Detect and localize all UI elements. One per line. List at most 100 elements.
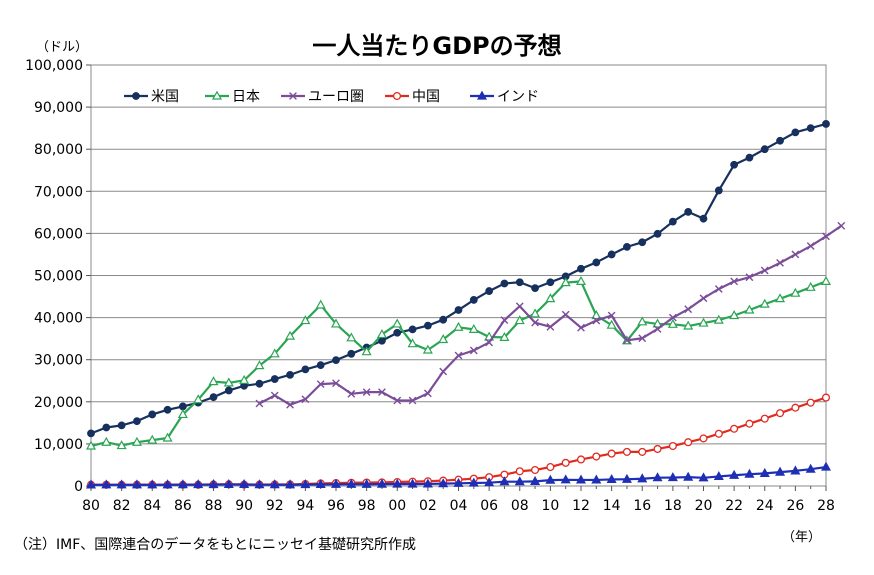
data-point bbox=[514, 315, 525, 325]
data-point bbox=[301, 395, 310, 404]
data-point bbox=[269, 479, 280, 489]
data-point bbox=[285, 330, 296, 340]
data-point bbox=[177, 479, 188, 489]
data-point bbox=[745, 273, 754, 282]
legend-label: 日本 bbox=[232, 89, 260, 105]
data-point bbox=[269, 348, 280, 358]
data-point bbox=[683, 320, 694, 330]
data-point bbox=[300, 315, 311, 325]
y-tick-label: 100,000 bbox=[25, 58, 83, 74]
data-point bbox=[469, 346, 478, 355]
y-tick-label: 70,000 bbox=[34, 184, 83, 200]
y-tick-label: 10,000 bbox=[34, 437, 83, 453]
legend-label: 米国 bbox=[151, 89, 179, 105]
data-point bbox=[362, 388, 371, 397]
data-point bbox=[776, 409, 785, 418]
data-point bbox=[744, 468, 755, 478]
data-point bbox=[85, 440, 97, 450]
x-tick-label: 24 bbox=[756, 498, 774, 514]
data-point bbox=[668, 217, 677, 226]
data-point bbox=[270, 375, 279, 383]
data-point bbox=[422, 344, 433, 354]
data-point bbox=[575, 275, 587, 285]
data-point bbox=[790, 287, 801, 297]
data-point bbox=[515, 278, 524, 287]
legend-marker bbox=[392, 91, 402, 101]
data-point bbox=[193, 394, 204, 404]
data-point bbox=[408, 325, 417, 334]
y-tick-label: 40,000 bbox=[34, 311, 83, 327]
data-point bbox=[699, 434, 708, 443]
data-point bbox=[760, 414, 769, 423]
legend-marker bbox=[289, 92, 297, 100]
x-tick-label: 86 bbox=[174, 498, 192, 514]
data-point bbox=[332, 356, 340, 365]
data-point bbox=[500, 316, 509, 325]
data-point bbox=[208, 479, 219, 489]
data-point bbox=[376, 478, 387, 488]
data-point bbox=[286, 400, 294, 409]
data-point bbox=[392, 318, 403, 328]
data-point bbox=[623, 336, 631, 345]
data-point bbox=[806, 398, 815, 407]
data-point bbox=[531, 284, 539, 293]
data-point bbox=[378, 388, 386, 397]
data-point bbox=[776, 136, 784, 145]
data-point bbox=[822, 232, 830, 241]
data-point bbox=[652, 318, 663, 328]
data-point bbox=[270, 391, 279, 400]
data-point bbox=[514, 476, 525, 486]
series-line bbox=[258, 224, 842, 406]
data-point bbox=[713, 471, 724, 481]
data-point bbox=[821, 393, 831, 402]
data-point bbox=[776, 258, 784, 267]
y-tick-label: 90,000 bbox=[34, 100, 83, 116]
data-point bbox=[820, 275, 832, 285]
x-tick-label: 98 bbox=[358, 498, 376, 514]
data-point bbox=[577, 323, 585, 332]
x-tick-label: 08 bbox=[511, 498, 529, 514]
data-point bbox=[223, 479, 234, 489]
data-point bbox=[530, 308, 541, 318]
data-point bbox=[698, 317, 709, 327]
data-point bbox=[177, 408, 188, 419]
x-tick-label: 26 bbox=[786, 498, 804, 514]
data-point bbox=[515, 467, 524, 476]
data-point bbox=[347, 349, 356, 358]
data-point bbox=[454, 351, 463, 360]
data-point bbox=[606, 319, 617, 329]
data-point bbox=[730, 277, 739, 286]
y-tick-label: 80,000 bbox=[34, 142, 83, 158]
data-point bbox=[484, 477, 495, 487]
legend-marker bbox=[211, 90, 223, 100]
x-tick-label: 84 bbox=[143, 498, 161, 514]
data-point bbox=[423, 389, 432, 398]
data-point bbox=[223, 377, 234, 387]
data-point bbox=[622, 447, 631, 456]
data-point bbox=[592, 258, 601, 267]
data-point bbox=[606, 473, 617, 484]
data-point bbox=[131, 436, 142, 446]
data-point bbox=[653, 229, 662, 238]
data-point bbox=[346, 478, 357, 488]
x-tick-label: 20 bbox=[695, 498, 713, 514]
x-tick-label: 14 bbox=[603, 498, 621, 514]
data-point bbox=[591, 474, 602, 484]
data-point bbox=[745, 153, 754, 162]
series-line bbox=[90, 396, 827, 486]
x-tick-label: 82 bbox=[113, 498, 131, 514]
data-point bbox=[439, 315, 448, 324]
data-point bbox=[515, 302, 524, 311]
x-tick-label: 12 bbox=[572, 498, 590, 514]
data-point bbox=[699, 294, 708, 303]
data-point bbox=[638, 334, 647, 343]
data-point bbox=[315, 299, 326, 309]
data-point bbox=[116, 479, 127, 489]
data-point bbox=[759, 298, 770, 308]
data-point bbox=[745, 419, 754, 428]
x-tick-label: 92 bbox=[266, 498, 284, 514]
x-tick-label: 18 bbox=[664, 498, 682, 514]
legend-marker bbox=[132, 92, 140, 100]
source-note: （注）IMF、国際連合のデータをもとにニッセイ基礎研究所作成 bbox=[14, 537, 416, 553]
x-tick-label: 96 bbox=[327, 498, 345, 514]
